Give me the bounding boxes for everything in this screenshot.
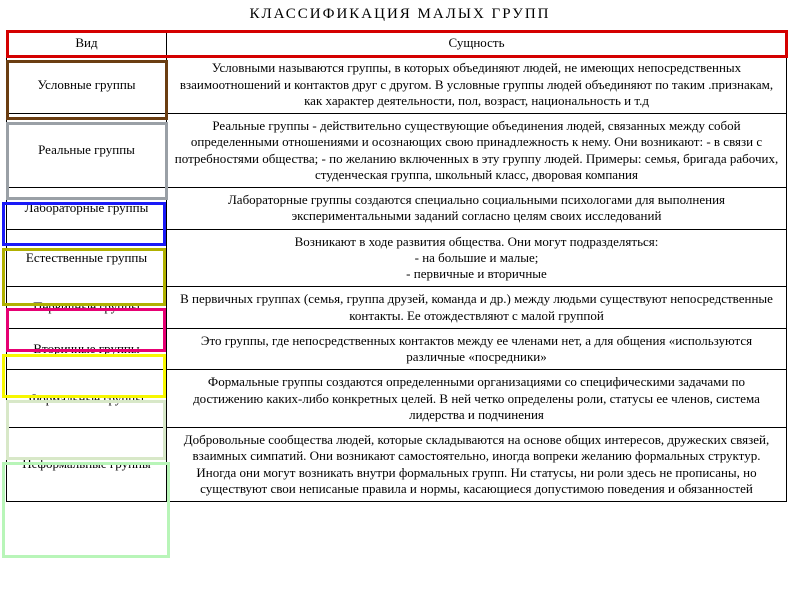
cell-type: Лабораторные группы: [7, 188, 167, 230]
table-row: Естественные группы Возникают в ходе раз…: [7, 229, 787, 287]
cell-type: Формальные группы: [7, 370, 167, 428]
classification-table: Вид Сущность Условные группы Условными н…: [6, 30, 787, 502]
cell-desc: Реальные группы - действительно существу…: [167, 114, 787, 188]
header-col-type: Вид: [7, 31, 167, 56]
table-row: Первичные группы В первичных группах (се…: [7, 287, 787, 329]
table-row: Реальные группы Реальные группы - действ…: [7, 114, 787, 188]
table-row: Вторичные группы Это группы, где непосре…: [7, 328, 787, 370]
cell-type: Условные группы: [7, 56, 167, 114]
cell-type: Первичные группы: [7, 287, 167, 329]
table-header-row: Вид Сущность: [7, 31, 787, 56]
table-row: Формальные группы Формальные группы созд…: [7, 370, 787, 428]
table-row: Лабораторные группы Лабораторные группы …: [7, 188, 787, 230]
cell-desc: Лабораторные группы создаются специально…: [167, 188, 787, 230]
cell-desc: Возникают в ходе развития общества. Они …: [167, 229, 787, 287]
cell-type: Естественные группы: [7, 229, 167, 287]
cell-type: Вторичные группы: [7, 328, 167, 370]
page-title: КЛАССИФИКАЦИЯ МАЛЫХ ГРУПП: [0, 6, 800, 23]
cell-desc: Условными называются группы, в которых о…: [167, 56, 787, 114]
cell-desc: Формальные группы создаются определенным…: [167, 370, 787, 428]
cell-type: Реальные группы: [7, 114, 167, 188]
table-row: Неформальные группы Добровольные сообщес…: [7, 428, 787, 502]
cell-desc: Добровольные сообщества людей, которые с…: [167, 428, 787, 502]
cell-desc: В первичных группах (семья, группа друзе…: [167, 287, 787, 329]
cell-desc: Это группы, где непосредственных контакт…: [167, 328, 787, 370]
header-col-desc: Сущность: [167, 31, 787, 56]
cell-type: Неформальные группы: [7, 428, 167, 502]
table-row: Условные группы Условными называются гру…: [7, 56, 787, 114]
